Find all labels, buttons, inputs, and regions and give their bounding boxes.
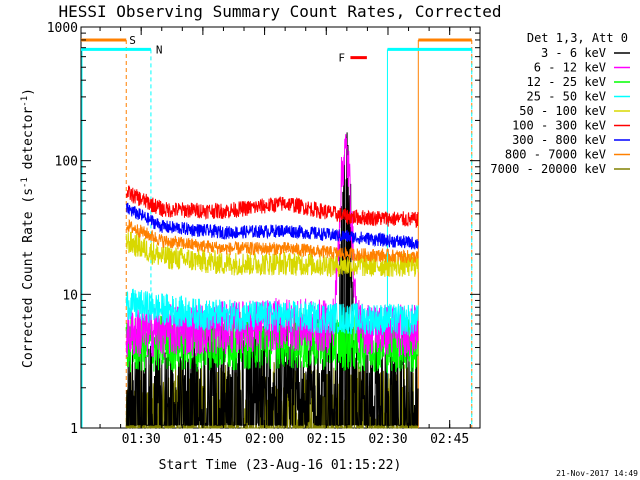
timestamp: 21-Nov-2017 14:49 xyxy=(556,469,638,478)
legend-label: 50 - 100 keV xyxy=(519,104,606,118)
legend-label: 300 - 800 keV xyxy=(512,133,606,147)
x-tick-label: 01:45 xyxy=(183,432,222,447)
y-axis-label: Corrected Count Rate (s-1 detector-1) xyxy=(20,88,36,368)
legend-label: 12 - 25 keV xyxy=(527,75,606,89)
y-axis-label-sup: -1 xyxy=(20,177,30,188)
legend-label: 100 - 300 keV xyxy=(512,119,606,133)
legend-header: Det 1,3, Att 0 xyxy=(527,31,628,45)
axes: 01:30 01:45 02:00 02:15 02:30 02:45 1 10 100 1000 xyxy=(47,21,480,447)
y-axis-label-part: Corrected Count Rate (s xyxy=(21,188,36,368)
series-line xyxy=(125,185,419,229)
series-line xyxy=(125,202,419,250)
y-tick-label: 100 xyxy=(55,155,78,170)
flag-f-label: F xyxy=(338,52,345,65)
legend-label: 800 - 7000 keV xyxy=(505,148,606,162)
series-line xyxy=(126,132,419,426)
x-axis-label: Start Time (23-Aug-16 01:15:22) xyxy=(159,458,402,473)
y-axis-label-part: ) xyxy=(21,88,36,96)
x-tick-label: 02:15 xyxy=(307,432,346,447)
x-tick-label: 02:30 xyxy=(368,432,407,447)
flag-s-label: S xyxy=(129,34,136,47)
legend-label: 7000 - 20000 keV xyxy=(490,162,606,176)
series-line xyxy=(125,218,419,264)
series-line xyxy=(125,288,419,336)
y-tick-label: 10 xyxy=(62,288,78,303)
x-tick-label: 02:45 xyxy=(430,432,469,447)
chart-title: HESSI Observing Summary Count Rates, Cor… xyxy=(58,2,501,21)
x-tick-label: 02:00 xyxy=(245,432,284,447)
x-tick-label: 01:30 xyxy=(122,432,161,447)
y-axis-label-part: detector xyxy=(21,107,36,178)
legend-label: 3 - 6 keV xyxy=(541,46,606,60)
series-lines xyxy=(125,132,419,430)
y-axis-label-sup: -1 xyxy=(20,96,30,107)
legend-label: 25 - 50 keV xyxy=(527,90,606,104)
y-tick-label: 1 xyxy=(70,422,78,437)
flag-n-label: N xyxy=(156,43,163,56)
y-tick-label: 1000 xyxy=(47,21,78,36)
legend-label: 6 - 12 keV xyxy=(534,61,606,75)
